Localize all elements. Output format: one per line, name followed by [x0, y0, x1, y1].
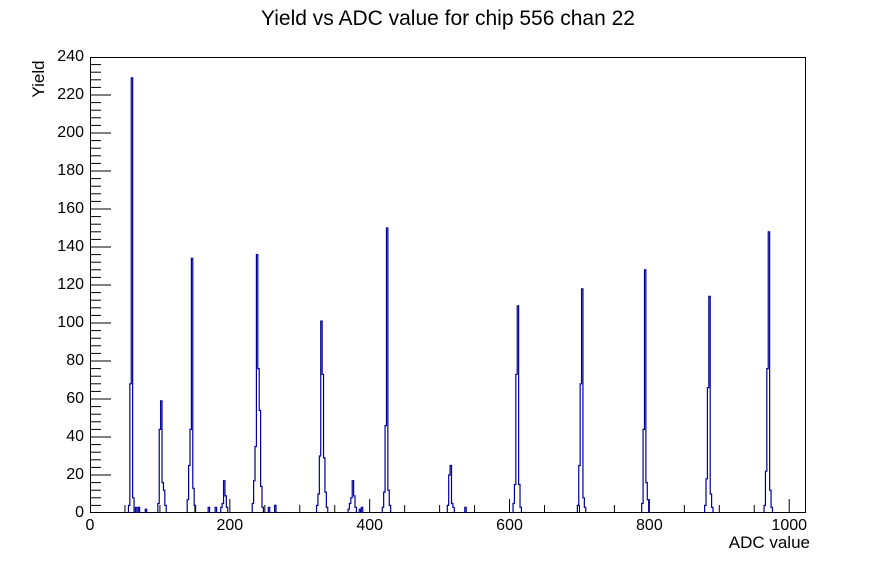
x-tick-label: 200	[216, 517, 244, 534]
y-tick-label: 80	[66, 352, 84, 369]
y-tick-label: 180	[57, 162, 84, 179]
histogram-line	[127, 77, 774, 513]
x-tick-label: 1000	[771, 517, 808, 534]
y-tick-label: 100	[57, 314, 84, 331]
y-tick-label: 160	[57, 200, 84, 217]
y-tick-label: 0	[75, 504, 84, 521]
y-tick-label: 220	[57, 86, 84, 103]
x-tick-label: 800	[636, 517, 663, 534]
y-tick-label: 20	[66, 466, 84, 483]
x-axis-title: ADC value	[728, 533, 810, 552]
x-tick-label: 400	[356, 517, 384, 534]
y-tick-label: 200	[57, 124, 84, 141]
y-tick-label: 60	[66, 390, 84, 407]
y-tick-label: 40	[66, 428, 84, 445]
chart-title: Yield vs ADC value for chip 556 chan 22	[261, 7, 635, 30]
y-tick-label: 140	[57, 238, 84, 255]
y-axis-title: Yield	[29, 60, 48, 98]
plot-frame	[90, 57, 806, 513]
x-tick-label: 600	[496, 517, 523, 534]
x-tick-label: 0	[85, 517, 95, 534]
y-tick-label: 240	[57, 48, 84, 65]
y-tick-label: 120	[57, 276, 84, 293]
histogram-plot-area	[90, 57, 806, 513]
